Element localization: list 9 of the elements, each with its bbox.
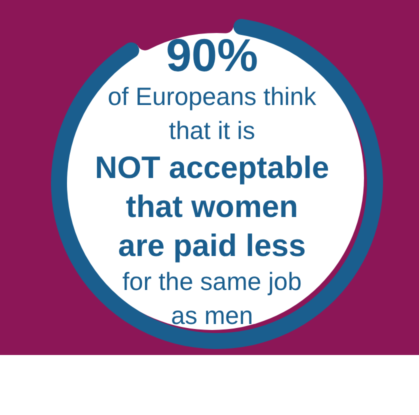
text: are paid less	[117, 227, 307, 265]
text: for the same job	[121, 267, 303, 298]
text: NOT acceptable	[94, 149, 330, 187]
text: of Europeans think	[106, 82, 318, 113]
text: that women	[124, 188, 300, 226]
data-label: 90%	[164, 29, 260, 81]
text: that it is	[168, 116, 256, 147]
donut-slice	[51, 18, 383, 349]
text: as men	[170, 301, 254, 332]
